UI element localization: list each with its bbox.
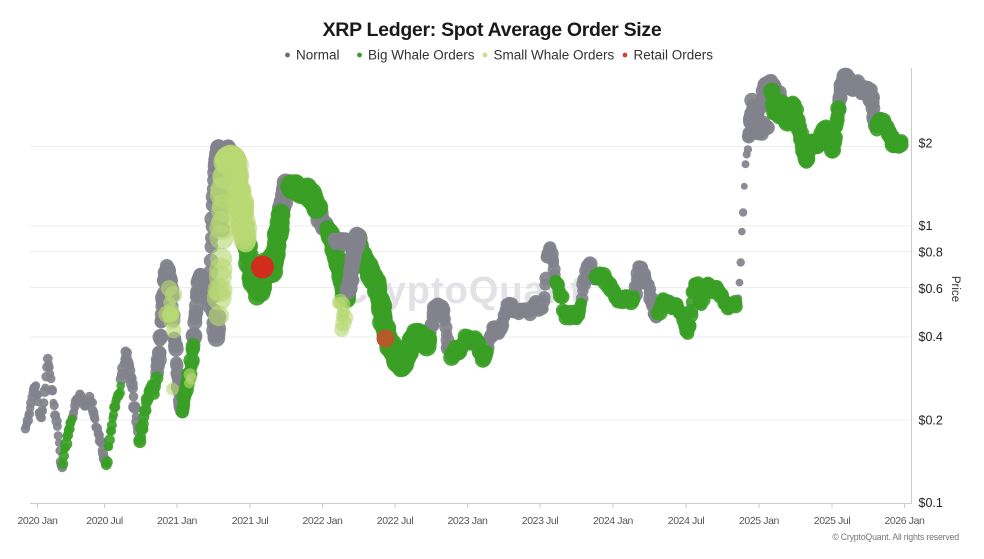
svg-text:2025 Jan: 2025 Jan [739, 515, 780, 527]
svg-text:XRP Ledger: Spot Average Order: XRP Ledger: Spot Average Order Size [323, 19, 662, 41]
svg-text:© CryptoQuant. All rights rese: © CryptoQuant. All rights reserved [832, 532, 959, 542]
svg-text:2021 Jan: 2021 Jan [157, 515, 198, 527]
svg-text:$0.6: $0.6 [919, 282, 943, 296]
svg-text:Big Whale Orders: Big Whale Orders [368, 48, 475, 63]
svg-text:$0.1: $0.1 [919, 496, 943, 510]
svg-text:2023 Jan: 2023 Jan [447, 515, 488, 527]
svg-text:2020 Jan: 2020 Jan [17, 515, 58, 527]
svg-text:2022 Jan: 2022 Jan [302, 515, 343, 527]
svg-text:2022 Jul: 2022 Jul [377, 515, 414, 527]
svg-text:$0.8: $0.8 [919, 246, 943, 260]
svg-text:2024 Jan: 2024 Jan [593, 515, 634, 527]
svg-text:Small Whale Orders: Small Whale Orders [494, 48, 615, 63]
svg-text:2023 Jul: 2023 Jul [522, 515, 559, 527]
svg-text:Normal: Normal [296, 48, 340, 63]
svg-text:Price: Price [949, 276, 961, 302]
svg-text:$2: $2 [919, 137, 933, 151]
svg-text:2024 Jul: 2024 Jul [668, 515, 705, 527]
svg-text:Retail Orders: Retail Orders [634, 48, 714, 63]
svg-text:2020 Jul: 2020 Jul [86, 515, 123, 527]
svg-text:$0.2: $0.2 [919, 414, 943, 428]
svg-text:2026 Jan: 2026 Jan [884, 515, 925, 527]
svg-text:2021 Jul: 2021 Jul [232, 515, 269, 527]
svg-text:2025 Jul: 2025 Jul [814, 515, 851, 527]
svg-text:$0.4: $0.4 [919, 330, 943, 344]
svg-text:$1: $1 [919, 219, 933, 233]
